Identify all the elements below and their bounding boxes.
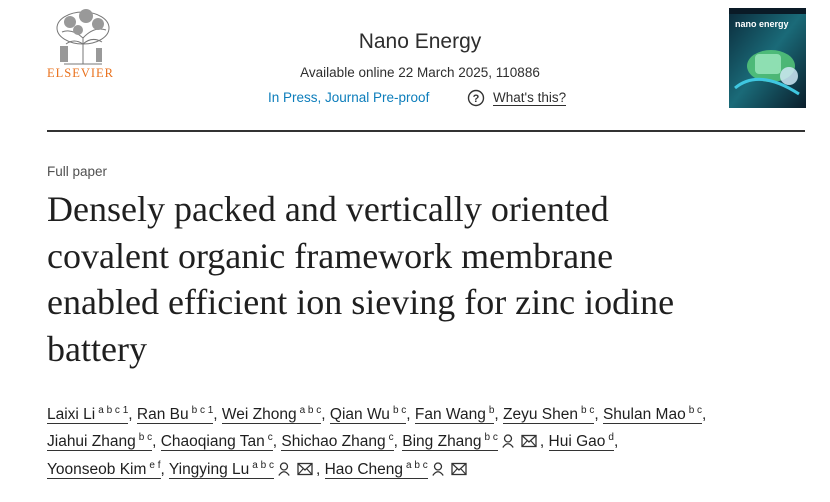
affiliation: a b c 1 [98, 405, 129, 416]
contact-icon-svg [278, 462, 313, 476]
contact-icon-svg [502, 433, 537, 448]
author-name: Yoonseob Kim [47, 461, 147, 478]
affiliation: b c 1 [191, 405, 214, 416]
help-link[interactable]: What's this? [493, 90, 567, 106]
article-title: Densely packed and vertically oriented c… [47, 186, 674, 372]
author-name: Wei Zhong [221, 406, 297, 423]
separator: , [494, 406, 499, 423]
author-name: Shichao Zhang [281, 432, 386, 450]
affiliation: a b c [252, 460, 274, 471]
contact-icons[interactable] [502, 431, 540, 458]
affiliation: e f [149, 460, 161, 471]
journal-title[interactable]: Nano Energy [358, 30, 482, 53]
separator: , [539, 432, 545, 450]
author-name: Ran Bu [136, 406, 189, 423]
author[interactable]: Fan Wang b [414, 405, 495, 424]
author-name: Chaoqiang Tan [160, 432, 265, 450]
author-name: Fan Wang [414, 406, 486, 423]
title-line: Densely packed and vertically oriented [47, 189, 609, 229]
separator: , [213, 406, 218, 423]
separator: , [702, 406, 707, 423]
affiliation: c [267, 431, 273, 443]
author-line: Jiahui Zhang b c, Chaoqiang Tan c, Shichao… [47, 429, 706, 458]
separator: , [152, 432, 157, 450]
author-name: Laixi Li [47, 406, 96, 423]
author[interactable]: Chaoqiang Tan c [160, 431, 273, 451]
author[interactable]: Wei Zhong a b c [221, 405, 322, 424]
contact-icons[interactable] [431, 459, 470, 486]
title-line: covalent organic framework membrane [47, 235, 614, 276]
affiliation: b c [484, 431, 498, 443]
separator: , [272, 432, 278, 450]
author[interactable]: Shulan Mao b c [602, 405, 703, 424]
separator: , [393, 432, 398, 450]
publisher-logo [56, 9, 110, 65]
author-name: Hao Cheng [324, 461, 404, 478]
author[interactable]: Ran Bu b c 1 [136, 405, 214, 424]
title-line: enabled efficient ion sieving for zinc i… [47, 282, 675, 322]
title-line: battery [47, 328, 147, 369]
availability: Available online 22 March 2025, 110886 [300, 65, 540, 80]
author-list: Laixi Li a b c 1, Ran Bu b c 1, Wei Zhong a… [47, 402, 706, 486]
author[interactable]: Hao Cheng a b c [324, 460, 428, 479]
author-line: Yoonseob Kim e f, Yingying Lu a b c, Hao C… [47, 457, 706, 486]
author[interactable]: Zeyu Shen b c [503, 405, 595, 424]
separator: , [160, 461, 165, 478]
separator: , [406, 406, 411, 423]
author-line: Laixi Li a b c 1, Ran Bu b c 1, Wei Zhong a… [47, 402, 706, 429]
affiliation: c [388, 431, 394, 443]
affiliation: b c [688, 405, 703, 416]
separator: , [594, 406, 599, 423]
author[interactable]: Laixi Li a b c 1 [47, 405, 129, 424]
author-name: Hui Gao [548, 432, 606, 450]
affiliation: b c [581, 405, 595, 416]
cover-title: nano energy [735, 19, 789, 29]
affiliation: d [608, 431, 614, 443]
affiliation: a b c [299, 405, 322, 416]
journal-cover[interactable]: nano energy [729, 8, 806, 108]
author[interactable]: Hui Gao d [548, 431, 614, 451]
author[interactable]: Qian Wu b c [329, 405, 407, 424]
author-name: Qian Wu [329, 406, 390, 423]
help-icon[interactable]: ? [467, 89, 487, 109]
contact-icon-svg [431, 462, 467, 476]
author-name: Yingying Lu [168, 461, 250, 478]
separator: , [321, 406, 326, 423]
affiliation: a b c [406, 460, 428, 471]
help-icon-glyph: ? [473, 93, 480, 105]
affiliation: b c [138, 431, 153, 443]
author[interactable]: Yingying Lu a b c [168, 460, 274, 479]
author[interactable]: Yoonseob Kim e f [47, 461, 161, 479]
affiliation: b c [392, 405, 407, 416]
author-name: Shulan Mao [602, 406, 686, 423]
contact-icons[interactable] [278, 459, 316, 486]
publisher: ELSEVIER [47, 66, 115, 80]
author[interactable]: Bing Zhang b c [402, 431, 498, 451]
article-type: Full paper [47, 164, 108, 179]
author-name: Bing Zhang [402, 432, 482, 450]
status-link[interactable]: In Press, Journal Pre-proof [268, 90, 430, 105]
divider [47, 130, 805, 132]
author-name: Jiahui Zhang [47, 432, 136, 450]
separator: , [315, 461, 321, 478]
author-name: Zeyu Shen [503, 406, 578, 423]
separator: , [613, 432, 619, 450]
author[interactable]: Jiahui Zhang b c [47, 431, 153, 451]
author[interactable]: Shichao Zhang c [281, 431, 394, 451]
affiliation: b [488, 405, 495, 416]
separator: , [128, 406, 133, 423]
